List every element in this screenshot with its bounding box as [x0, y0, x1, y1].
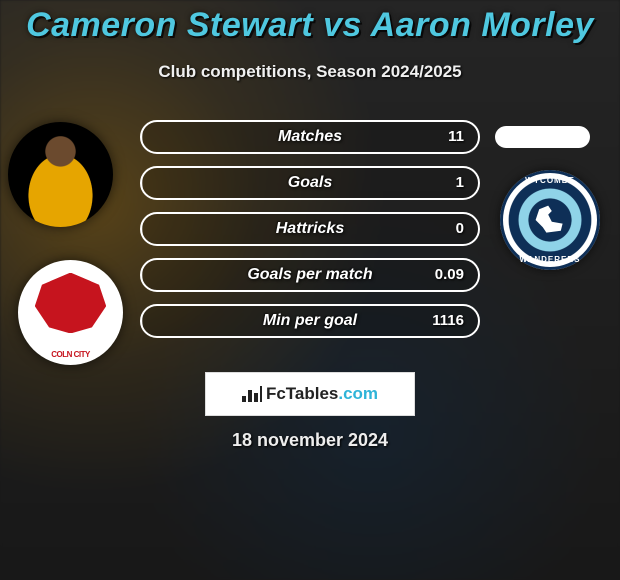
stat-fill-left	[142, 260, 143, 290]
player-left-club-text: COLN CITY	[18, 350, 123, 359]
wycombe-ring-bottom: WANDERERS	[500, 255, 600, 264]
stats-column: Matches11 Goals1 Hattricks0 Goals per match…	[140, 120, 480, 350]
player-right-club-crest: WYCOMBE WANDERERS	[500, 170, 600, 270]
date-text: 18 november 2024	[0, 430, 620, 451]
stat-label: Min per goal	[142, 306, 478, 336]
stat-row: Min per goal1116	[140, 304, 480, 338]
stat-row: Goals per match0.09	[140, 258, 480, 292]
fctables-brand-suffix: .com	[338, 384, 378, 404]
stat-value-right: 0.09	[435, 260, 464, 290]
stat-value-right: 1116	[432, 306, 464, 336]
stat-label: Matches	[142, 122, 478, 152]
stat-row: Goals1	[140, 166, 480, 200]
player-right-photo-placeholder	[495, 126, 590, 148]
stat-value-right: 1	[456, 168, 464, 198]
stat-label: Goals per match	[142, 260, 478, 290]
stat-fill-left	[142, 306, 143, 336]
stat-row: Hattricks0	[140, 212, 480, 246]
player-left-photo	[8, 122, 113, 227]
wycombe-ring-top: WYCOMBE	[500, 176, 600, 185]
stat-row: Matches11	[140, 120, 480, 154]
player-left-club-crest: COLN CITY	[18, 260, 123, 365]
page-subtitle: Club competitions, Season 2024/2025	[0, 62, 620, 82]
stat-fill-left	[142, 168, 143, 198]
stat-value-right: 0	[456, 214, 464, 244]
stat-value-right: 11	[448, 122, 464, 152]
bar-chart-icon	[242, 386, 262, 402]
fctables-watermark: FcTables.com	[205, 372, 415, 416]
stat-label: Goals	[142, 168, 478, 198]
stat-fill-left	[142, 122, 143, 152]
page-title: Cameron Stewart vs Aaron Morley	[0, 6, 620, 45]
stat-label: Hattricks	[142, 214, 478, 244]
stat-fill-left	[142, 214, 143, 244]
fctables-brand-prefix: FcTables	[266, 384, 338, 404]
